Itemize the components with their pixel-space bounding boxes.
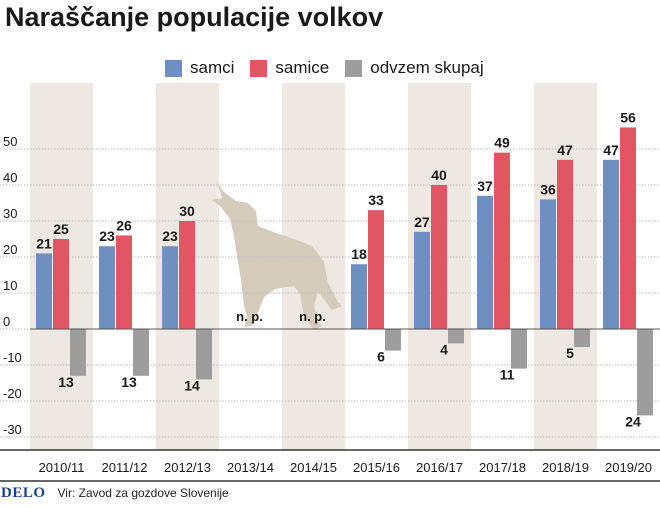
- data-label: 27: [414, 214, 430, 230]
- bar-samci-2010/11: [36, 253, 52, 329]
- y-tick-label: -20: [3, 386, 22, 401]
- bar-samci-2018/19: [540, 199, 556, 329]
- data-label: 24: [625, 413, 641, 429]
- bar-samci-2011/12: [99, 246, 115, 329]
- legend-swatch-samice: [250, 59, 268, 77]
- legend-item-odvzem: odvzem skupaj: [345, 58, 484, 78]
- x-tick-label: 2014/15: [290, 460, 337, 475]
- bar-samci-2016/17: [414, 231, 430, 329]
- data-label: 23: [99, 228, 115, 244]
- bar-odvzem-skupaj-2017/18: [511, 329, 527, 369]
- data-label: 36: [540, 181, 556, 197]
- x-tick-label: 2013/14: [227, 460, 274, 475]
- legend-label-samice: samice: [275, 58, 330, 77]
- missing-label: n. p.: [299, 309, 326, 324]
- x-tick-label: 2018/19: [542, 460, 589, 475]
- y-tick-label: 10: [3, 278, 17, 293]
- data-label: 6: [377, 349, 385, 365]
- source-note: Vir: Zavod za gozdove Slovenije: [57, 486, 229, 500]
- bar-samice-2015/16: [368, 210, 384, 329]
- legend-item-samci: samci: [165, 58, 234, 78]
- data-label: 18: [351, 246, 367, 262]
- data-label: 4: [440, 341, 448, 357]
- bar-odvzem-skupaj-2019/20: [637, 329, 653, 416]
- data-label: 56: [620, 109, 636, 125]
- y-tick-label: 50: [3, 134, 17, 149]
- legend-label-odvzem: odvzem skupaj: [370, 58, 484, 77]
- bar-odvzem-skupaj-2015/16: [385, 329, 401, 351]
- legend-swatch-odvzem: [345, 59, 363, 77]
- bar-samci-2019/20: [603, 159, 619, 329]
- x-tick-label: 2011/12: [101, 460, 147, 475]
- footer: DELO Vir: Zavod za gozdove Slovenije: [0, 483, 229, 503]
- bar-samice-2017/18: [494, 152, 510, 329]
- bar-samice-2018/19: [557, 159, 573, 329]
- bar-samci-2015/16: [351, 264, 367, 329]
- data-label: 33: [368, 192, 384, 208]
- bar-odvzem-skupaj-2011/12: [133, 329, 149, 376]
- x-tick-label: 2012/13: [164, 460, 211, 475]
- x-tick-label: 2010/11: [38, 460, 84, 475]
- y-tick-label: 40: [3, 170, 17, 185]
- data-label: 40: [431, 167, 447, 183]
- data-label: 26: [116, 217, 132, 233]
- bar-samice-2019/20: [620, 127, 636, 330]
- legend-label-samci: samci: [190, 58, 235, 77]
- x-tick-label: 2016/17: [416, 460, 463, 475]
- legend-swatch-samci: [165, 59, 182, 77]
- data-label: 47: [603, 142, 619, 158]
- y-tick-label: 0: [3, 314, 10, 329]
- x-tick-label: 2017/18: [479, 460, 526, 475]
- data-label: 23: [162, 228, 178, 244]
- bar-samice-2010/11: [53, 239, 69, 329]
- y-tick-label: 30: [3, 206, 17, 221]
- legend-item-samice: samice: [250, 58, 329, 78]
- bar-samice-2011/12: [116, 235, 132, 329]
- bar-odvzem-skupaj-2016/17: [448, 329, 464, 344]
- legend: samci samice odvzem skupaj: [165, 57, 500, 79]
- bar-samci-2012/13: [162, 246, 178, 329]
- bar-samice-2016/17: [431, 185, 447, 329]
- data-label: 49: [494, 135, 510, 151]
- x-tick-label: 2015/16: [353, 460, 400, 475]
- data-label: 13: [121, 374, 137, 390]
- bar-samci-2017/18: [477, 195, 493, 329]
- data-label: 14: [184, 377, 200, 393]
- data-label: 13: [58, 374, 74, 390]
- data-label: 11: [500, 367, 515, 383]
- bar-odvzem-skupaj-2012/13: [196, 329, 212, 380]
- y-tick-label: -30: [3, 422, 22, 437]
- data-label: 47: [557, 142, 573, 158]
- data-label: 30: [179, 203, 195, 219]
- missing-label: n. p.: [236, 309, 263, 324]
- data-label: 37: [477, 178, 493, 194]
- data-label: 5: [566, 345, 574, 361]
- bar-samice-2012/13: [179, 221, 195, 329]
- data-label: 25: [53, 221, 69, 237]
- y-tick-label: 20: [3, 242, 17, 257]
- chart-title: Naraščanje populacije volkov: [5, 2, 384, 32]
- data-label: 21: [36, 235, 52, 251]
- bar-odvzem-skupaj-2018/19: [574, 329, 590, 347]
- brand-logo: DELO: [1, 484, 46, 501]
- y-tick-label: -10: [3, 350, 22, 365]
- bar-odvzem-skupaj-2010/11: [70, 329, 86, 376]
- x-tick-label: 2019/20: [605, 460, 652, 475]
